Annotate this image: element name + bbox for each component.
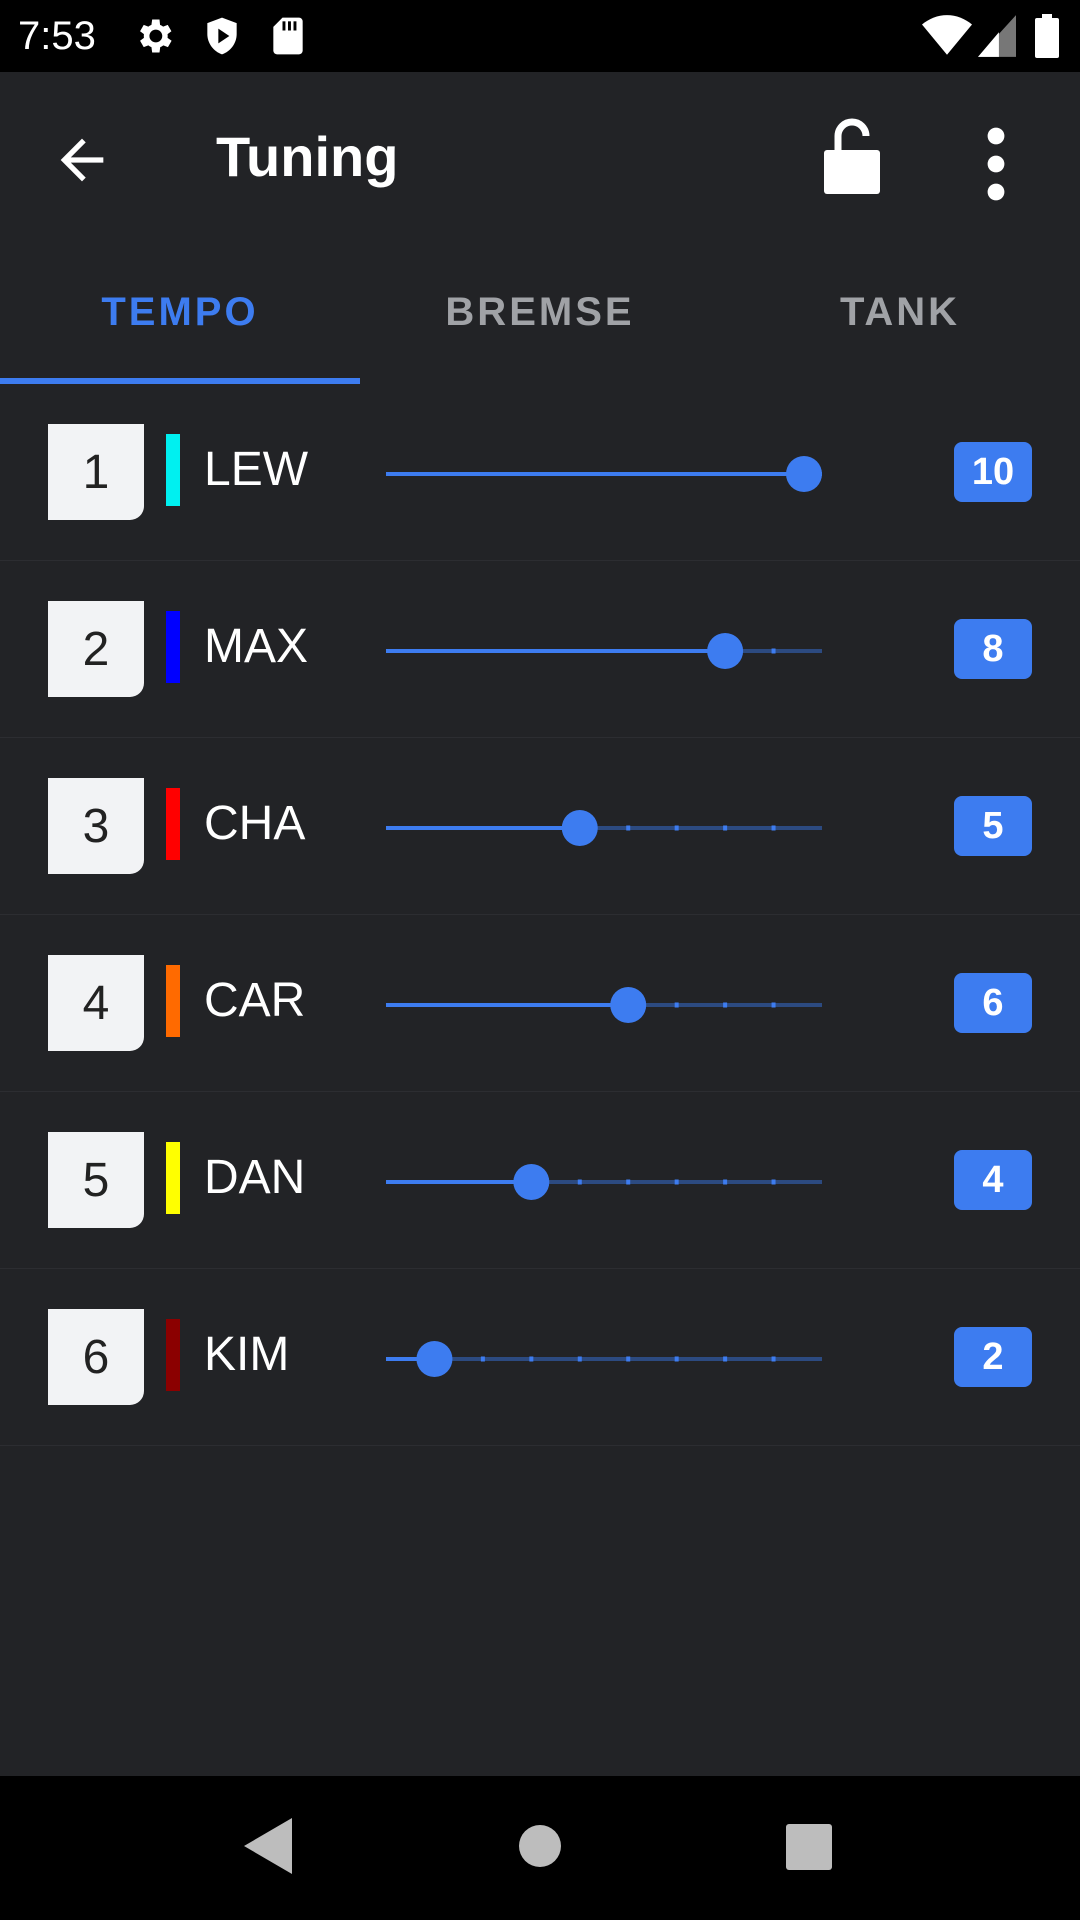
tempo-slider[interactable]	[386, 975, 822, 1035]
driver-row: 3 CHA 5	[0, 738, 1080, 915]
wifi-icon	[922, 15, 972, 55]
value-badge: 2	[954, 1327, 1032, 1387]
slider-tick	[674, 825, 679, 831]
status-time: 7:53	[18, 13, 96, 58]
status-bar: 7:53	[0, 0, 1080, 72]
tab-tank[interactable]: TANK	[720, 240, 1080, 384]
slider-thumb[interactable]	[707, 633, 744, 669]
driver-row: 5 DAN 4	[0, 1092, 1080, 1269]
driver-name: CAR	[204, 974, 306, 1027]
slider-tick	[723, 1179, 728, 1185]
slider-tick	[771, 1179, 776, 1185]
slider-tick	[723, 1356, 728, 1362]
tab-label: TEMPO	[101, 289, 259, 334]
tab-bremse[interactable]: BREMSE	[360, 240, 720, 384]
team-color-bar	[166, 434, 180, 506]
value-badge: 5	[954, 796, 1032, 856]
slider-tick	[674, 1179, 679, 1185]
driver-name: KIM	[204, 1328, 290, 1381]
position-box: 5	[48, 1132, 144, 1228]
slider-tick	[529, 1356, 534, 1362]
driver-name: MAX	[204, 620, 309, 673]
slider-tick	[626, 1356, 631, 1362]
position-box: 3	[48, 778, 144, 874]
tempo-slider[interactable]	[386, 621, 822, 681]
slider-tick	[771, 1002, 776, 1008]
battery-icon	[1035, 14, 1059, 58]
slider-tick	[480, 1356, 485, 1362]
team-color-bar	[166, 1142, 180, 1214]
value-badge: 4	[954, 1150, 1032, 1210]
back-triangle-icon[interactable]	[244, 1818, 292, 1874]
driver-list: 1 LEW 10 2 MAX 8 3 CHA 5 4 CAR 6 5 DAN 4…	[0, 384, 1080, 1446]
slider-tick	[771, 825, 776, 831]
driver-row: 2 MAX 8	[0, 561, 1080, 738]
tab-label: BREMSE	[445, 289, 635, 334]
system-nav-bar	[0, 1776, 1080, 1920]
slider-thumb[interactable]	[610, 987, 647, 1023]
value-badge: 8	[954, 619, 1032, 679]
driver-name: CHA	[204, 797, 306, 850]
tab-bar: TEMPO BREMSE TANK	[0, 240, 1080, 384]
settings-icon	[140, 19, 172, 53]
slider-tick	[626, 825, 631, 831]
position-box: 2	[48, 601, 144, 697]
tempo-slider[interactable]	[386, 444, 822, 504]
team-color-bar	[166, 788, 180, 860]
slider-thumb[interactable]	[416, 1341, 453, 1377]
app-bar: Tuning	[0, 72, 1080, 240]
slider-thumb[interactable]	[513, 1164, 550, 1200]
slider-tick	[626, 1179, 631, 1185]
tempo-slider[interactable]	[386, 798, 822, 858]
slider-tick	[577, 1179, 582, 1185]
position-box: 1	[48, 424, 144, 520]
value-badge: 10	[954, 442, 1032, 502]
value-badge: 6	[954, 973, 1032, 1033]
slider-tick	[771, 648, 776, 654]
tab-tempo[interactable]: TEMPO	[0, 240, 360, 384]
slider-tick	[723, 825, 728, 831]
driver-row: 4 CAR 6	[0, 915, 1080, 1092]
team-color-bar	[166, 965, 180, 1037]
slider-tick	[723, 1002, 728, 1008]
more-vert-icon[interactable]	[976, 124, 1016, 204]
slider-tick	[771, 1356, 776, 1362]
slider-thumb[interactable]	[561, 810, 598, 846]
tab-label: TANK	[839, 289, 961, 334]
arrow-left-icon[interactable]	[50, 128, 114, 192]
lock-open-icon[interactable]	[822, 118, 882, 194]
tempo-slider[interactable]	[386, 1329, 822, 1389]
position-box: 4	[48, 955, 144, 1051]
play-protect-icon	[207, 17, 237, 55]
driver-name: LEW	[204, 443, 309, 496]
signal-icon	[978, 15, 1016, 57]
recents-square-icon[interactable]	[786, 1824, 832, 1870]
tempo-slider[interactable]	[386, 1152, 822, 1212]
slider-tick	[674, 1002, 679, 1008]
slider-tick	[674, 1356, 679, 1362]
driver-row: 1 LEW 10	[0, 384, 1080, 561]
active-tab-indicator	[0, 378, 360, 384]
driver-row: 6 KIM 2	[0, 1269, 1080, 1446]
position-box: 6	[48, 1309, 144, 1405]
page-title: Tuning	[216, 125, 399, 188]
slider-thumb[interactable]	[786, 456, 822, 492]
driver-name: DAN	[204, 1151, 306, 1204]
team-color-bar	[166, 1319, 180, 1391]
home-circle-icon[interactable]	[518, 1824, 562, 1868]
team-color-bar	[166, 611, 180, 683]
slider-tick	[577, 1356, 582, 1362]
sd-card-icon	[273, 17, 303, 55]
